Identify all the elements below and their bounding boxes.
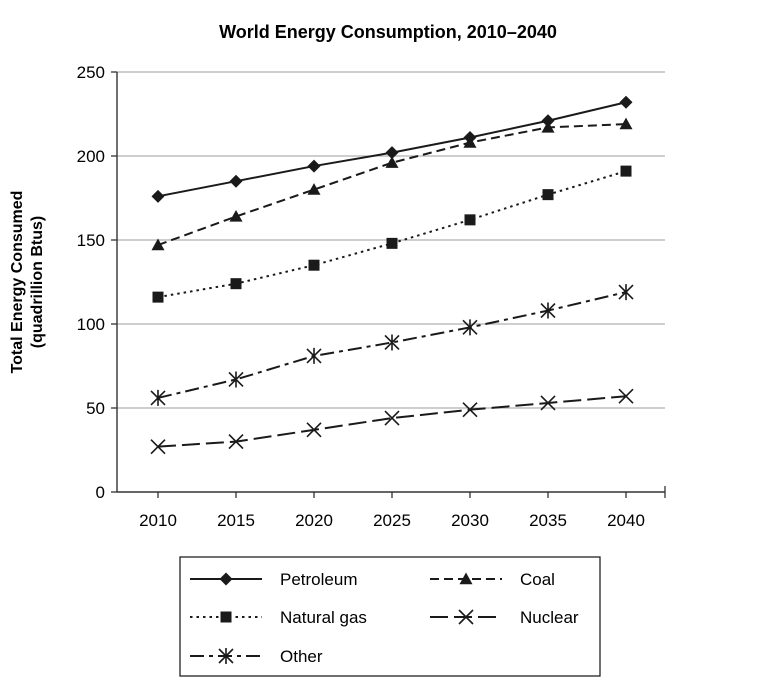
legend-item-coal: Coal [430,570,555,589]
data-point-natural-gas-2025 [386,237,398,249]
data-point-coal-2040 [619,117,633,130]
data-point-coal-2015 [229,209,243,222]
data-point-coal-2025 [385,156,399,168]
data-point-other-2035 [540,302,556,319]
data-point-nuclear-2040 [618,388,634,404]
data-point-natural-gas-2020 [308,259,320,271]
x-tick-label-2025: 2025 [373,511,411,530]
legend-label-coal: Coal [520,570,555,589]
y-tick-labels: 0 50 100 150 200 250 [77,63,105,502]
legend-label-other: Other [280,647,323,666]
axes [111,71,666,498]
x-tick-label-2030: 2030 [451,511,489,530]
data-point-other-2025 [384,334,400,351]
y-tick-label-250: 250 [77,63,105,82]
y-tick-label-200: 200 [77,147,105,166]
y-tick-label-100: 100 [77,315,105,334]
x-tick-label-2015: 2015 [217,511,255,530]
legend-item-petroleum: Petroleum [190,570,357,589]
data-point-petroleum-2010 [151,189,165,203]
legend-item-nuclear: Nuclear [430,608,579,627]
legend-item-natural-gas: Natural gas [190,608,367,627]
data-point-natural-gas-2040 [620,165,632,177]
data-point-natural-gas-2030 [464,214,476,226]
data-point-coal-2020 [307,183,321,195]
legend-marker-petroleum [219,572,233,586]
data-point-petroleum-2020 [307,159,321,173]
series-other [150,284,634,406]
legend-label-natural-gas: Natural gas [280,608,367,627]
legend-item-other: Other [190,647,323,666]
x-tick-label-2020: 2020 [295,511,333,530]
x-tick-label-2040: 2040 [607,511,645,530]
data-point-nuclear-2010 [150,439,166,455]
legend-marker-coal [459,572,473,585]
legend-marker-natural-gas [220,611,232,623]
series-coal [151,117,633,251]
data-point-nuclear-2030 [462,402,478,418]
series-natural-gas [152,165,632,303]
legend-label-petroleum: Petroleum [280,570,357,589]
data-point-other-2010 [150,389,166,406]
series-line-nuclear [157,395,627,448]
data-point-other-2040 [618,284,634,301]
data-point-nuclear-2025 [384,410,400,426]
data-point-other-2015 [228,371,244,388]
x-tick-label-2010: 2010 [139,511,177,530]
series-line-coal [157,123,627,246]
legend-marker-nuclear [458,609,474,625]
data-point-petroleum-2040 [619,95,633,109]
y-axis-label: Total Energy Consumed (quadrillion Btus) [9,191,46,374]
data-point-petroleum-2035 [541,114,555,128]
data-point-coal-2030 [463,136,477,148]
series-group [150,95,634,455]
data-point-petroleum-2025 [385,146,399,160]
data-point-natural-gas-2010 [152,291,164,303]
series-petroleum [151,95,633,203]
data-point-coal-2035 [541,120,555,133]
data-point-natural-gas-2035 [542,189,554,201]
y-axis-label-line1: Total Energy Consumed [9,191,26,374]
y-tick-label-50: 50 [86,399,105,418]
data-point-nuclear-2020 [306,422,322,438]
data-point-coal-2010 [151,238,165,251]
y-tick-label-0: 0 [96,483,105,502]
y-axis-label-line2: (quadrillion Btus) [29,216,46,348]
series-line-natural-gas [157,170,627,299]
legend-marker-other [218,648,234,664]
x-tick-labels: 2010 2015 2020 2025 2030 2035 2040 [139,511,645,530]
chart-title: World Energy Consumption, 2010–2040 [219,22,557,42]
data-point-petroleum-2015 [229,174,243,188]
data-point-natural-gas-2015 [230,278,242,290]
legend-label-nuclear: Nuclear [520,608,579,627]
x-tick-label-2035: 2035 [529,511,567,530]
data-point-nuclear-2015 [228,434,244,450]
legend: Petroleum Coal Natural gas Nuclear Other [179,556,601,677]
data-point-other-2030 [462,319,478,336]
series-nuclear [150,388,634,455]
data-point-nuclear-2035 [540,395,556,411]
data-point-other-2020 [306,347,322,364]
y-tick-label-150: 150 [77,231,105,250]
